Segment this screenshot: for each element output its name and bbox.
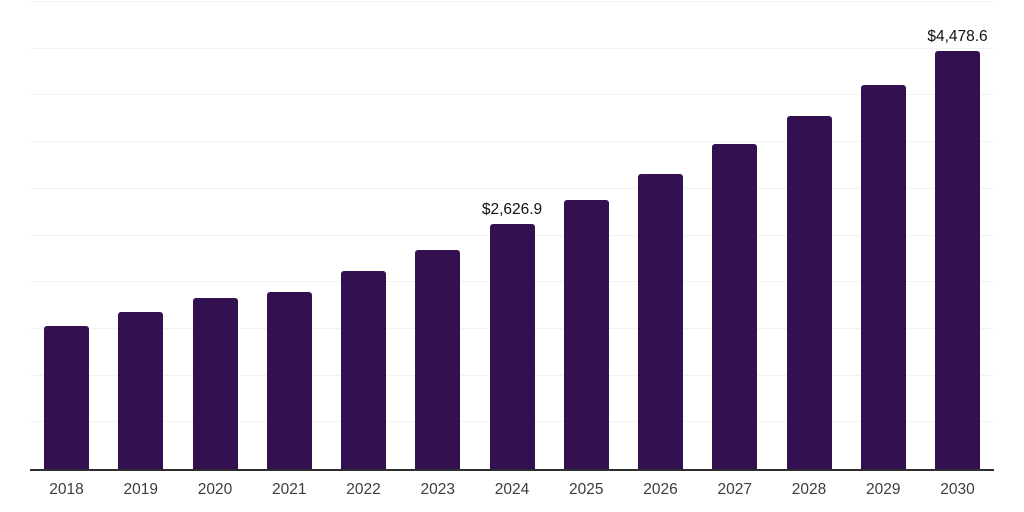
gridline-3000 <box>30 187 994 189</box>
x-tick-2027: 2027 <box>717 481 752 498</box>
gridline-5000 <box>30 1 994 2</box>
x-tick-2030: 2030 <box>940 481 975 498</box>
data-label-2024: $2,626.9 <box>481 200 543 218</box>
gridline-4500 <box>30 47 994 49</box>
x-tick-2028: 2028 <box>791 481 827 498</box>
x-tick-2024: 2024 <box>494 481 530 498</box>
x-tick-2025: 2025 <box>569 481 604 498</box>
x-tick-2026: 2026 <box>643 481 678 498</box>
bar-2027 <box>712 144 758 469</box>
bar-2019 <box>118 312 164 469</box>
gridline-4000 <box>30 94 994 96</box>
bar-2018 <box>44 326 89 469</box>
bar-2021 <box>266 291 312 469</box>
bar-2030: $4,478.6 <box>927 28 988 469</box>
x-tick-2023: 2023 <box>420 481 455 498</box>
bar-2026 <box>638 173 683 469</box>
bar-2025 <box>563 200 609 469</box>
x-tick-2018: 2018 <box>49 481 84 498</box>
bars-container: $2,626.9 $4,478.6 <box>30 2 994 469</box>
bar-2028 <box>786 116 832 469</box>
bar-2029 <box>860 84 906 469</box>
x-axis-labels: 2018 2019 2020 2021 2022 2023 2024 2025 2026 2027… <box>30 481 994 499</box>
bar-2022 <box>341 271 386 469</box>
x-tick-2029: 2029 <box>866 481 901 498</box>
x-tick-2021: 2021 <box>272 481 307 498</box>
data-label-2030: $4,478.6 <box>927 27 988 45</box>
gridline-3500 <box>30 141 994 143</box>
x-tick-2020: 2020 <box>197 481 233 498</box>
x-tick-2022: 2022 <box>346 481 381 498</box>
x-tick-2019: 2019 <box>123 481 158 498</box>
bar-2020 <box>192 297 238 469</box>
plot-area: $2,626.9 $4,478.6 <box>30 1 994 471</box>
bar-2024: $2,626.9 <box>482 201 542 469</box>
bar-2023 <box>415 249 461 469</box>
